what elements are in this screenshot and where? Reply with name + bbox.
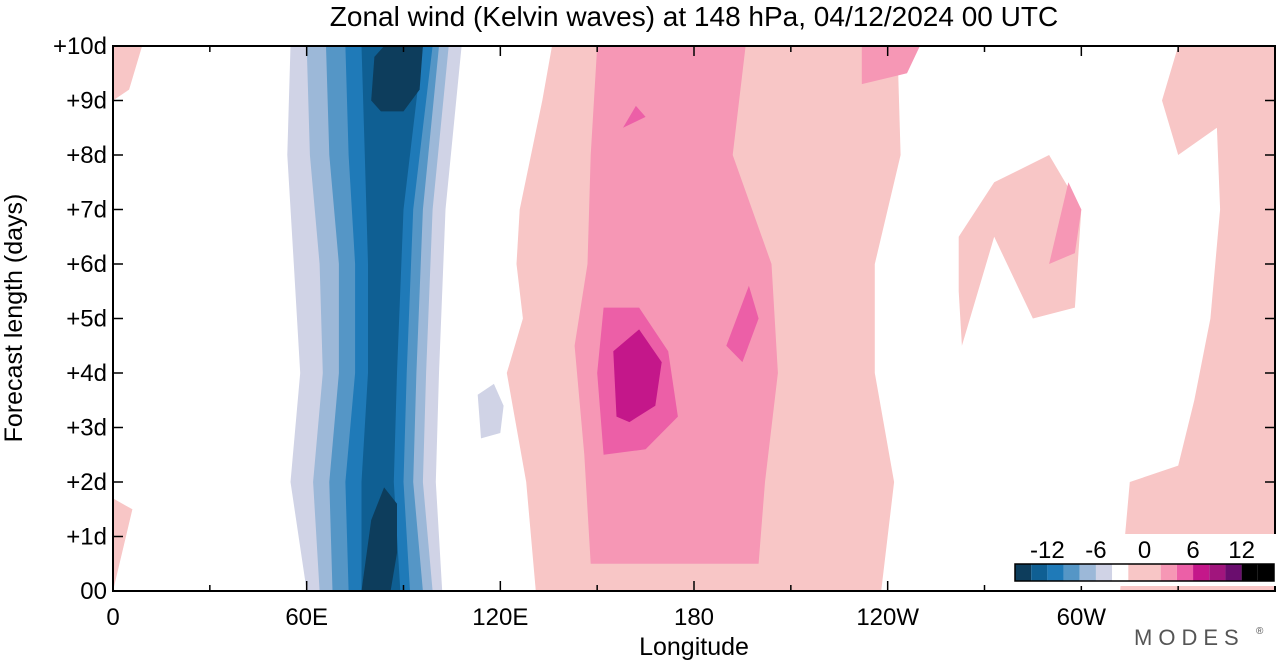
y-tick-label: +3d bbox=[66, 415, 107, 442]
y-axis: 00 +1d +2d +3d +4d +5d +6d +7d +8d +9d +10d bbox=[53, 33, 1275, 605]
y-tick-label: +1d bbox=[66, 524, 107, 551]
colorbar-swatch bbox=[1095, 564, 1113, 581]
contour-region-23 bbox=[613, 329, 662, 423]
colorbar-swatch bbox=[1079, 564, 1096, 581]
wind-field bbox=[113, 46, 1275, 591]
contour-region-13 bbox=[113, 498, 133, 591]
modes-logo: MODES ® bbox=[1134, 625, 1264, 650]
colorbar-swatch bbox=[1257, 564, 1274, 581]
y-tick-label: +5d bbox=[66, 306, 107, 333]
contour-region-21 bbox=[726, 285, 759, 363]
y-tick-label: +2d bbox=[66, 469, 107, 496]
colorbar-swatch bbox=[1209, 564, 1226, 581]
colorbar-swatch bbox=[1225, 564, 1242, 581]
contour-region-11 bbox=[371, 46, 423, 112]
x-tick-label: 120E bbox=[472, 604, 528, 631]
colorbar-swatch bbox=[1031, 564, 1048, 581]
contour-region-22 bbox=[623, 105, 646, 128]
x-tick-label: 120W bbox=[856, 604, 919, 631]
x-axis: 0 60E 120E 180 120W 60W bbox=[106, 46, 1276, 631]
colorbar-swatch bbox=[1193, 564, 1210, 581]
plot-area: 0 60E 120E 180 120W 60W 00 +1d +2d +3d +4d +5d +6d +… bbox=[53, 33, 1276, 631]
y-axis-label: Forecast length (days) bbox=[0, 194, 28, 443]
colorbar-frame bbox=[1014, 563, 1275, 582]
contour-region-15 bbox=[1120, 46, 1275, 591]
colorbar-swatch bbox=[1128, 564, 1161, 581]
colorbar-swatch bbox=[1112, 564, 1129, 581]
brand-registered-mark: ® bbox=[1256, 626, 1264, 637]
contour-region-14 bbox=[113, 46, 143, 101]
chart-title: Zonal wind (Kelvin waves) at 148 hPa, 04… bbox=[330, 1, 1058, 32]
colorbar-tick-label: -6 bbox=[1085, 537, 1106, 564]
x-axis-label: Longitude bbox=[639, 633, 749, 661]
x-tick-label: 0 bbox=[106, 604, 119, 631]
colorbar-swatch bbox=[1241, 564, 1258, 581]
colorbar-swatch bbox=[1176, 564, 1194, 581]
colorbar-tick-label: 12 bbox=[1228, 537, 1255, 564]
x-tick-label: 180 bbox=[674, 604, 714, 631]
y-tick-label: +6d bbox=[66, 251, 107, 278]
colorbar-tick-label: 0 bbox=[1138, 537, 1151, 564]
y-tick-label: +9d bbox=[66, 88, 107, 115]
x-tick-label: 60W bbox=[1057, 604, 1107, 631]
contour-region-10 bbox=[361, 487, 397, 591]
y-tick-label: 00 bbox=[80, 578, 107, 605]
contour-region-5 bbox=[477, 383, 504, 439]
colorbar-swatch bbox=[1063, 564, 1080, 581]
y-tick-label: +4d bbox=[66, 360, 107, 387]
contour-region-19 bbox=[861, 46, 920, 85]
brand-text: MODES bbox=[1134, 625, 1245, 650]
contour-region-16 bbox=[958, 155, 1082, 346]
colorbar-swatch bbox=[1015, 564, 1032, 581]
colorbar-swatch bbox=[1047, 564, 1064, 581]
colorbar-swatch bbox=[1160, 564, 1177, 581]
y-tick-label: +7d bbox=[66, 197, 107, 224]
y-tick-label: +10d bbox=[53, 33, 107, 60]
y-tick-label: +8d bbox=[66, 142, 107, 169]
contour-region-18 bbox=[1049, 182, 1082, 264]
contour-region-9 bbox=[361, 46, 423, 591]
colorbar-tick-label: -12 bbox=[1030, 537, 1065, 564]
x-tick-label: 60E bbox=[285, 604, 328, 631]
colorbar: -12 -6 0 6 12 bbox=[1007, 534, 1280, 586]
colorbar-tick-label: 6 bbox=[1186, 537, 1199, 564]
